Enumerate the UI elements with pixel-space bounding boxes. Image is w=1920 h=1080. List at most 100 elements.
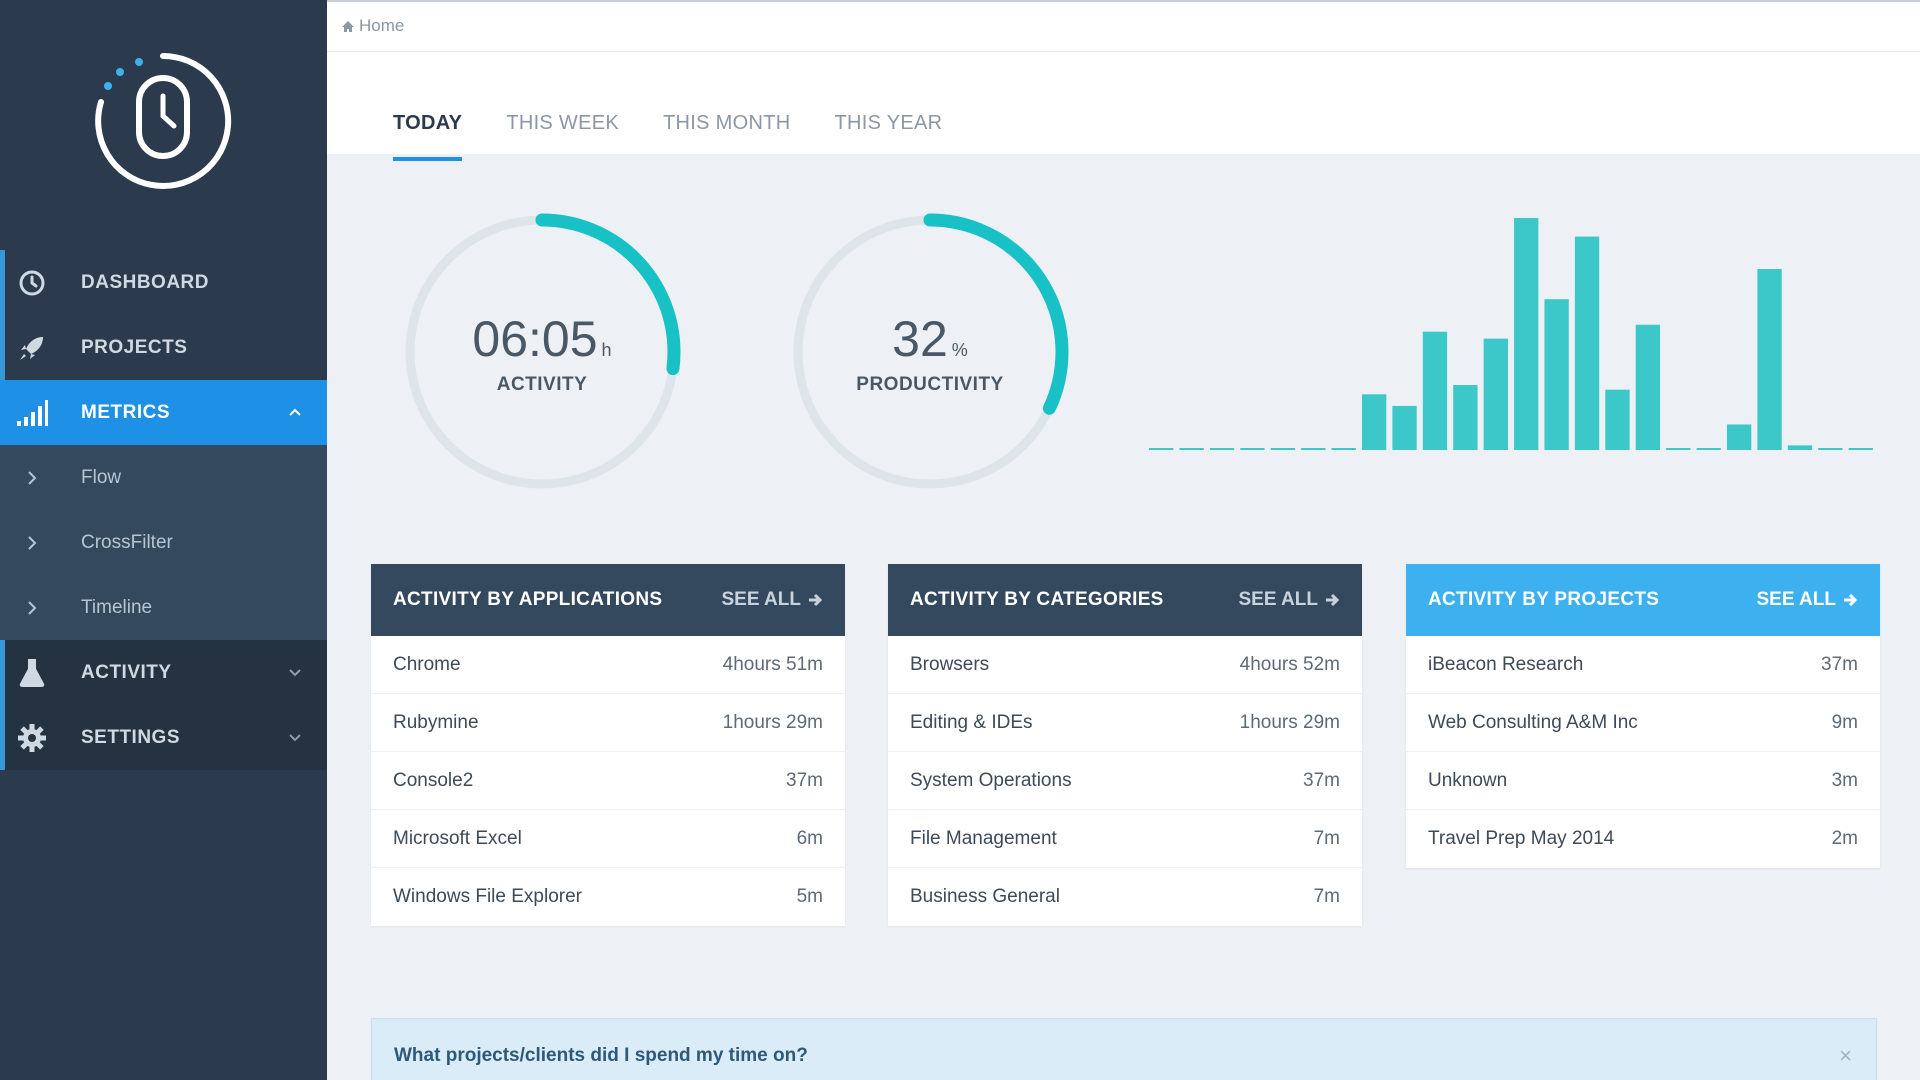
chart-bar[interactable] [1574, 236, 1600, 450]
item-name: Travel Prep May 2014 [1428, 828, 1615, 849]
sidebar-item-label: SETTINGS [81, 726, 181, 748]
item-name: Business General [910, 886, 1060, 907]
sidebar-item-settings[interactable]: SETTINGS [0, 705, 327, 770]
item-duration: 9m [1831, 711, 1858, 733]
chevron-down-icon[interactable] [287, 664, 303, 680]
activity-caption: ACTIVITY [496, 374, 588, 395]
sidebar-item-activity[interactable]: ACTIVITY [0, 640, 327, 705]
sidebar-item-projects[interactable]: PROJECTS [0, 315, 327, 380]
list-item[interactable]: Microsoft Excel 6m [371, 810, 845, 868]
item-name: Windows File Explorer [393, 886, 582, 907]
breadcrumb-home[interactable]: Home [359, 16, 405, 35]
insight-question-bar: What projects/clients did I spend my tim… [371, 1018, 1877, 1080]
list-item[interactable]: Browsers 4hours 52m [888, 636, 1362, 694]
chart-bar[interactable] [1757, 269, 1782, 450]
tab-label: TODAY [393, 112, 463, 134]
sidebar-item-metrics[interactable]: METRICS [0, 380, 327, 445]
list-item[interactable]: Windows File Explorer 5m [371, 868, 845, 926]
chart-baseline-segment [1240, 448, 1265, 450]
list-item[interactable]: File Management 7m [888, 810, 1362, 868]
tab-this-month[interactable]: THIS MONTH [663, 112, 790, 149]
gauge-progress-arc [791, 213, 1069, 491]
card-rows: Browsers 4hours 52m Editing & IDEs 1hours 2… [888, 636, 1362, 926]
active-indicator [0, 640, 5, 705]
arrow-right-icon [809, 593, 823, 607]
home-icon [342, 20, 354, 32]
card-header: ACTIVITY BY PROJECTS SEE ALL [1406, 564, 1880, 636]
list-item[interactable]: Chrome 4hours 51m [371, 636, 845, 694]
active-indicator [0, 315, 5, 380]
mouse-clock-logo[interactable] [92, 50, 234, 192]
sidebar-subitem-label: CrossFilter [81, 531, 173, 553]
projects-card: ACTIVITY BY PROJECTS SEE ALL iBeacon Res… [1406, 564, 1880, 868]
gauge-value: 32% [788, 310, 1072, 368]
see-all-link[interactable]: SEE ALL [1756, 589, 1858, 611]
see-all-link[interactable]: SEE ALL [721, 589, 823, 611]
categories-card: ACTIVITY BY CATEGORIES SEE ALL Browsers 4… [888, 564, 1362, 926]
list-item[interactable]: Travel Prep May 2014 2m [1406, 810, 1880, 868]
see-all-label: SEE ALL [1238, 589, 1318, 610]
list-item[interactable]: Unknown 3m [1406, 752, 1880, 810]
item-duration: 6m [796, 827, 823, 849]
list-item[interactable]: Business General 7m [888, 868, 1362, 926]
metrics-submenu: Flow CrossFilter Timeline [0, 445, 327, 640]
chart-bar[interactable] [1605, 389, 1630, 450]
chevron-down-icon[interactable] [287, 729, 303, 745]
chart-baseline-segment [1301, 448, 1326, 450]
tab-this-week[interactable]: THIS WEEK [506, 112, 619, 149]
list-item[interactable]: Rubymine 1hours 29m [371, 694, 845, 752]
productivity-caption: PRODUCTIVITY [856, 374, 1004, 395]
card-rows: iBeacon Research 37m Web Consulting A&M In… [1406, 636, 1880, 868]
breadcrumb[interactable]: Home [341, 16, 404, 36]
sidebar-subitem-flow[interactable]: Flow [0, 445, 327, 510]
chart-bar[interactable] [1361, 394, 1387, 450]
card-title: ACTIVITY BY CATEGORIES [910, 589, 1164, 610]
clock-icon [16, 267, 48, 299]
tab-today[interactable]: TODAY [393, 112, 463, 161]
item-duration: 37m [786, 769, 823, 791]
chart-bar[interactable] [1544, 299, 1569, 450]
chart-bar[interactable] [1514, 218, 1539, 450]
item-duration: 4hours 52m [1239, 653, 1340, 675]
chart-baseline-segment [1666, 448, 1691, 450]
sidebar-item-dashboard[interactable]: DASHBOARD [0, 250, 327, 315]
item-name: Web Consulting A&M Inc [1428, 711, 1638, 733]
list-item[interactable]: System Operations 37m [888, 752, 1362, 810]
sidebar-subitem-timeline[interactable]: Timeline [0, 575, 327, 640]
tab-this-year[interactable]: THIS YEAR [834, 112, 942, 149]
see-all-label: SEE ALL [1756, 589, 1836, 610]
list-item[interactable]: Console2 37m [371, 752, 845, 810]
item-name: Console2 [393, 769, 474, 791]
sidebar: DASHBOARD PROJECTS METRICS Flow CrossFil… [0, 0, 327, 1080]
productivity-value: 32 [892, 311, 948, 367]
active-indicator [0, 250, 5, 315]
list-item[interactable]: Web Consulting A&M Inc 9m [1406, 694, 1880, 752]
chart-bar[interactable] [1392, 405, 1417, 450]
chart-baseline-segment [1331, 448, 1356, 450]
chart-bar[interactable] [1726, 424, 1752, 450]
activity-value: 06:05 [472, 311, 598, 367]
chart-bar[interactable] [1453, 385, 1478, 450]
see-all-link[interactable]: SEE ALL [1238, 589, 1340, 611]
arrow-right-icon [1326, 593, 1340, 607]
chart-bar[interactable] [1483, 338, 1508, 450]
hourly-activity-chart [1149, 218, 1873, 450]
close-icon[interactable]: × [1839, 1043, 1852, 1068]
item-duration: 37m [1821, 653, 1858, 675]
chevron-up-icon[interactable] [287, 404, 303, 420]
sidebar-subitem-crossfilter[interactable]: CrossFilter [0, 510, 327, 575]
productivity-unit: % [951, 340, 968, 360]
chart-bar[interactable] [1635, 324, 1661, 450]
sidebar-item-label: ACTIVITY [81, 661, 172, 683]
chart-bar[interactable] [1422, 331, 1448, 450]
sidebar-subitem-label: Timeline [81, 596, 153, 618]
insight-question[interactable]: What projects/clients did I spend my tim… [394, 1045, 808, 1066]
sidebar-item-label: METRICS [81, 401, 170, 423]
rocket-icon [16, 332, 48, 364]
list-item[interactable]: Editing & IDEs 1hours 29m [888, 694, 1362, 752]
card-rows: Chrome 4hours 51m Rubymine 1hours 29m Consol… [371, 636, 845, 926]
item-name: Microsoft Excel [393, 827, 522, 849]
chart-bar[interactable] [1787, 445, 1813, 450]
list-item[interactable]: iBeacon Research 37m [1406, 636, 1880, 694]
applications-card: ACTIVITY BY APPLICATIONS SEE ALL Chrome 4… [371, 564, 845, 926]
